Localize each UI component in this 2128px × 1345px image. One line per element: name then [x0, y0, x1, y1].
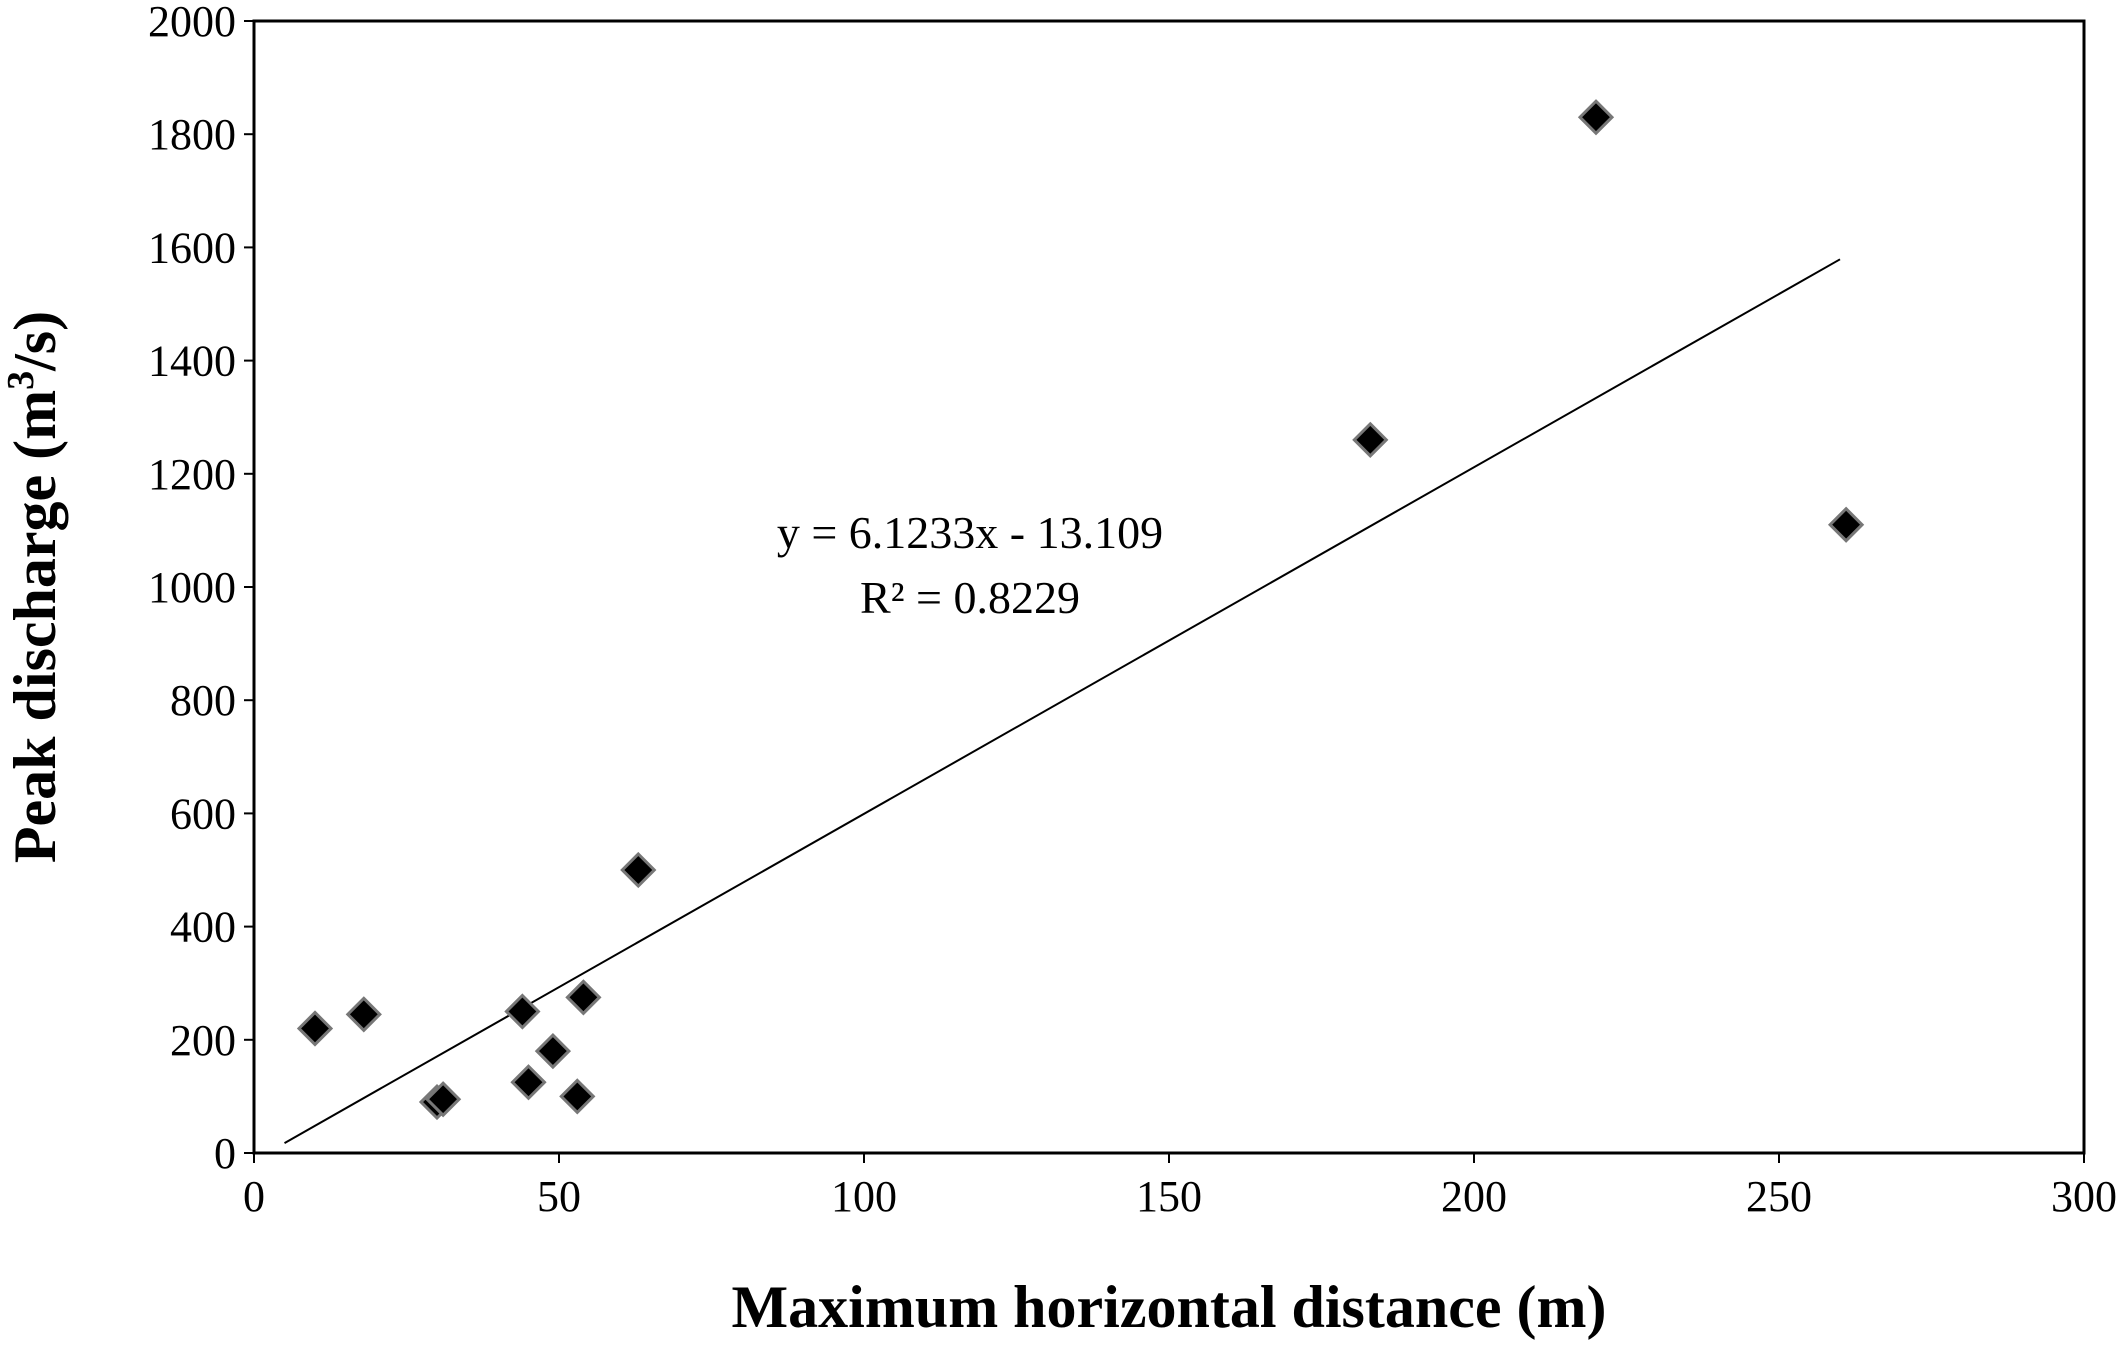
y-tick-label: 1000 [148, 563, 236, 612]
y-tick-label: 1600 [148, 223, 236, 272]
trendline-r-squared: R² = 0.8229 [860, 572, 1080, 623]
x-tick-label: 0 [243, 1172, 265, 1221]
trendline-equation: y = 6.1233x - 13.109 [777, 507, 1163, 558]
y-axis-title-main: Peak discharge (m [2, 390, 68, 863]
x-tick-label: 150 [1136, 1172, 1202, 1221]
x-tick-label: 50 [537, 1172, 581, 1221]
x-tick-label: 200 [1441, 1172, 1507, 1221]
x-tick-label: 100 [831, 1172, 897, 1221]
data-point [1577, 99, 1615, 136]
y-tick-label: 1200 [148, 450, 236, 499]
y-tick-label: 0 [214, 1129, 236, 1178]
data-point [620, 851, 657, 889]
plot-area-frame [252, 19, 2086, 1155]
y-tick-label: 1800 [148, 110, 236, 159]
data-points [296, 99, 1865, 1121]
x-tick-label: 250 [1746, 1172, 1812, 1221]
trendline [284, 258, 1841, 1144]
data-point [510, 1064, 547, 1101]
data-point [559, 1078, 596, 1115]
x-tick-label: 300 [2051, 1172, 2117, 1221]
y-axis-title: Peak discharge (m3/s) [0, 311, 68, 863]
y-axis-ticks: 0 200 400 600 800 1000 1200 1400 1600 1800 2000 [148, 0, 254, 1178]
y-axis-title-tail: /s) [2, 311, 68, 372]
y-tick-label: 200 [170, 1016, 236, 1065]
y-tick-label: 400 [170, 903, 236, 952]
x-axis-ticks: 0 50 100 150 200 250 300 [243, 1153, 2117, 1221]
data-point [1352, 421, 1389, 458]
y-axis-title-superscript: 3 [0, 371, 42, 390]
y-tick-label: 600 [170, 789, 236, 838]
data-point [424, 1081, 462, 1118]
y-tick-label: 1400 [148, 337, 236, 386]
data-point [345, 996, 382, 1033]
data-point [504, 993, 541, 1030]
y-tick-label: 800 [170, 676, 236, 725]
data-point [565, 979, 602, 1016]
data-point [1827, 506, 1865, 543]
y-tick-label: 2000 [148, 0, 236, 46]
data-point [534, 1032, 572, 1070]
x-axis-title: Maximum horizontal distance (m) [732, 1274, 1607, 1340]
data-point [296, 1010, 334, 1047]
